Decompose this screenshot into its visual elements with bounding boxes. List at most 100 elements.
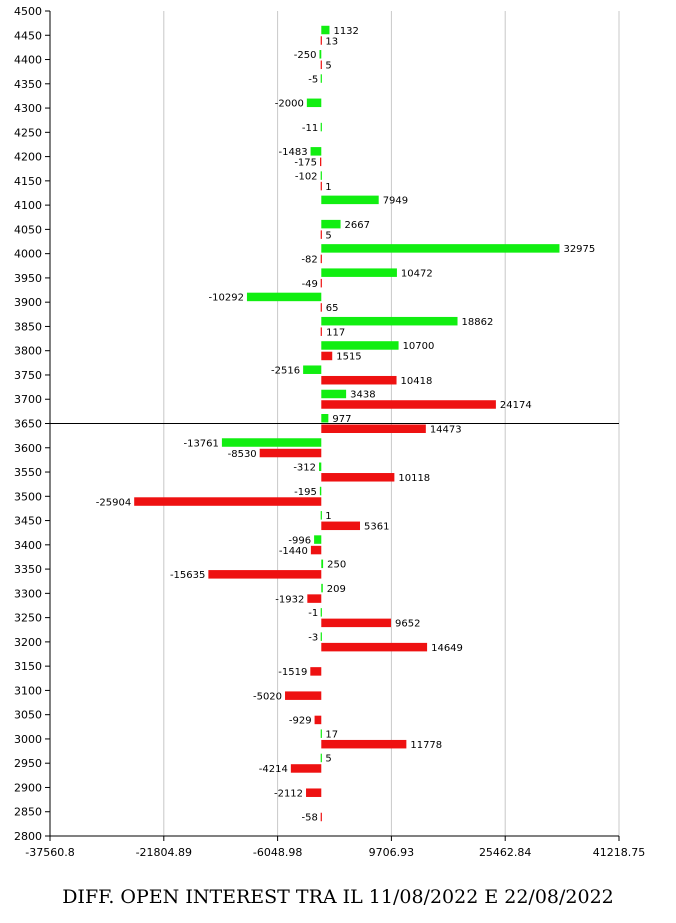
x-tick-label: -6048.98 — [253, 846, 302, 859]
y-tick-label: 3150 — [14, 660, 42, 673]
call-bar — [320, 74, 322, 83]
call-value-label: -1483 — [279, 147, 308, 158]
put-value-label: -1519 — [278, 667, 307, 678]
call-bar — [320, 632, 322, 641]
y-tick-label: 3600 — [14, 442, 42, 455]
put-value-label: 24174 — [500, 400, 532, 411]
call-value-label: 5 — [325, 754, 331, 765]
call-bar — [319, 50, 322, 59]
data-labels: 113213-2505-5-2000-11-1483-175-102179492… — [96, 26, 595, 824]
call-value-label: 2667 — [345, 220, 370, 231]
y-tick-label: 4500 — [14, 5, 42, 18]
call-value-label: 10700 — [403, 341, 435, 352]
y-tick-label: 3900 — [14, 296, 42, 309]
call-value-label: -996 — [288, 535, 311, 546]
call-value-label: -2516 — [271, 365, 300, 376]
call-bar — [319, 486, 322, 496]
y-tick-label: 3050 — [14, 709, 42, 722]
call-value-label: -11 — [302, 123, 318, 134]
call-bar — [306, 98, 322, 108]
y-tick-label: 4050 — [14, 223, 42, 236]
call-bar — [320, 122, 322, 132]
put-bar — [320, 60, 322, 70]
y-tick-label: 3100 — [14, 684, 42, 697]
y-tick-label: 3000 — [14, 733, 42, 746]
put-bar — [320, 327, 322, 336]
call-bar — [321, 219, 341, 229]
call-bar — [321, 268, 397, 277]
put-value-label: -82 — [301, 255, 317, 266]
chart-title: DIFF. OPEN INTEREST TRA IL 11/08/2022 E … — [62, 886, 614, 908]
call-bar — [320, 511, 322, 520]
call-value-label: 1 — [325, 511, 331, 522]
call-value-label: -10292 — [209, 293, 244, 304]
y-tick-label: 3850 — [14, 320, 42, 333]
y-tick-label: 2950 — [14, 757, 42, 770]
call-value-label: -250 — [294, 50, 317, 61]
call-value-label: 977 — [332, 414, 351, 425]
put-bar — [320, 36, 322, 45]
y-tick-label: 4400 — [14, 54, 42, 67]
x-tick-label: 25462.84 — [479, 846, 532, 859]
x-tick-label: -21804.89 — [136, 846, 192, 859]
put-value-label: -8530 — [228, 449, 257, 460]
y-tick-label: 3350 — [14, 563, 42, 576]
bars — [134, 25, 560, 822]
call-value-label: 18862 — [462, 317, 494, 328]
put-value-label: 1515 — [336, 352, 361, 363]
y-tick-label: 3700 — [14, 393, 42, 406]
put-bar — [321, 375, 397, 385]
call-bar — [319, 462, 322, 472]
y-tick-label: 3250 — [14, 612, 42, 625]
y-tick-label: 2800 — [14, 830, 42, 843]
call-bar — [221, 438, 322, 447]
put-value-label: 14473 — [430, 425, 462, 436]
y-tick-label: 3400 — [14, 539, 42, 552]
put-value-label: -2112 — [274, 788, 303, 799]
put-value-label: 1 — [325, 182, 331, 193]
y-tick-label: 4200 — [14, 151, 42, 164]
put-value-label: 9652 — [395, 619, 420, 630]
put-value-label: -49 — [302, 279, 318, 290]
y-tick-label: 2900 — [14, 781, 42, 794]
y-tick-label: 4150 — [14, 175, 42, 188]
put-value-label: 5 — [325, 61, 331, 72]
call-value-label: 32975 — [563, 244, 595, 255]
put-bar — [320, 254, 322, 264]
put-value-label: 65 — [326, 303, 339, 314]
put-bar — [310, 667, 322, 676]
y-tick-label: 3750 — [14, 369, 42, 382]
put-bar — [314, 715, 322, 725]
call-bar — [321, 389, 347, 399]
y-tick-label: 3950 — [14, 272, 42, 285]
call-bar — [320, 753, 322, 763]
y-tick-label: 4450 — [14, 29, 42, 42]
put-value-label: 13 — [325, 36, 338, 47]
put-bar — [259, 448, 322, 458]
call-value-label: -5 — [308, 74, 318, 85]
call-value-label: 1132 — [333, 26, 358, 37]
put-value-label: -175 — [294, 158, 317, 169]
put-bar — [321, 739, 407, 749]
put-value-label: -1932 — [275, 594, 304, 605]
call-value-label: -1 — [308, 608, 318, 619]
y-tick-label: 3550 — [14, 466, 42, 479]
put-bar — [134, 497, 322, 506]
call-value-label: -195 — [294, 487, 317, 498]
y-tick-label: 3450 — [14, 515, 42, 528]
axes: -37560.8 -21804.89 -6048.98 9706.93 25462.84… — [14, 5, 645, 859]
call-bar — [314, 535, 322, 544]
call-value-label: -13761 — [183, 438, 218, 449]
call-bar — [321, 316, 458, 326]
put-bar — [320, 181, 322, 191]
put-value-label: 5 — [325, 230, 331, 241]
put-value-label: 117 — [326, 327, 345, 338]
y-tick-label: 3800 — [14, 345, 42, 358]
call-bar — [321, 244, 560, 253]
call-value-label: 250 — [327, 560, 346, 571]
y-tick-label: 3200 — [14, 636, 42, 649]
put-bar — [321, 351, 333, 361]
put-value-label: -25904 — [96, 497, 131, 508]
call-bar — [320, 729, 322, 738]
put-value-label: -4214 — [259, 764, 288, 775]
